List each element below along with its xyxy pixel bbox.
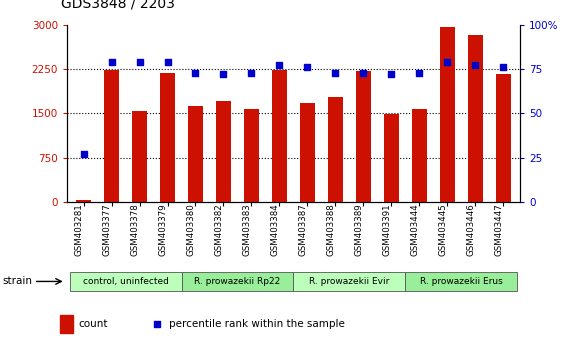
Bar [356, 72, 371, 202]
Text: GSM403447: GSM403447 [494, 204, 503, 256]
Text: R. prowazekii Erus: R. prowazekii Erus [420, 277, 503, 286]
Point [443, 59, 452, 65]
Point [191, 70, 200, 75]
Text: strain: strain [3, 276, 33, 286]
Text: GSM403445: GSM403445 [438, 204, 447, 256]
Bar [76, 200, 91, 202]
Bar [216, 101, 231, 202]
Bar [244, 109, 259, 202]
Text: GSM403378: GSM403378 [131, 204, 139, 256]
Point [498, 64, 508, 70]
Text: GSM403446: GSM403446 [466, 204, 475, 256]
Point [163, 59, 172, 65]
Bar [160, 73, 175, 202]
Text: R. prowazekii Evir: R. prowazekii Evir [309, 277, 389, 286]
Text: percentile rank within the sample: percentile rank within the sample [169, 319, 345, 329]
Text: GSM403444: GSM403444 [410, 204, 419, 256]
Point [358, 70, 368, 75]
Text: GSM403382: GSM403382 [214, 204, 224, 256]
Bar [272, 70, 287, 202]
Text: GSM403388: GSM403388 [327, 204, 335, 256]
Text: GSM403377: GSM403377 [103, 204, 112, 256]
Bar [60, 315, 73, 333]
Bar [300, 103, 315, 202]
Text: count: count [78, 319, 108, 329]
Text: GSM403380: GSM403380 [187, 204, 195, 256]
Point [471, 63, 480, 68]
FancyBboxPatch shape [293, 272, 406, 291]
Text: GSM403281: GSM403281 [74, 204, 84, 256]
Bar [104, 70, 119, 202]
Point [219, 72, 228, 77]
Text: GSM403383: GSM403383 [242, 204, 252, 256]
Point [107, 59, 116, 65]
Text: GSM403389: GSM403389 [354, 204, 363, 256]
Point [79, 151, 88, 157]
Bar [328, 97, 343, 202]
Text: GDS3848 / 2203: GDS3848 / 2203 [61, 0, 175, 11]
Text: R. prowazekii Rp22: R. prowazekii Rp22 [194, 277, 281, 286]
Bar [440, 27, 455, 202]
Bar [496, 74, 511, 202]
Text: control, uninfected: control, uninfected [83, 277, 168, 286]
Point [247, 70, 256, 75]
Bar [468, 35, 483, 202]
Bar [411, 109, 427, 202]
Point [415, 70, 424, 75]
Text: GSM403384: GSM403384 [270, 204, 279, 256]
Text: GSM403379: GSM403379 [159, 204, 167, 256]
Point [303, 64, 312, 70]
Point [275, 63, 284, 68]
Bar [188, 105, 203, 202]
Point [135, 59, 144, 65]
Text: GSM403391: GSM403391 [382, 204, 392, 256]
Text: GSM403387: GSM403387 [299, 204, 307, 256]
Point [331, 70, 340, 75]
FancyBboxPatch shape [70, 272, 181, 291]
Point [387, 72, 396, 77]
Bar [383, 114, 399, 202]
FancyBboxPatch shape [406, 272, 517, 291]
FancyBboxPatch shape [181, 272, 293, 291]
Bar [132, 111, 147, 202]
Point [153, 321, 162, 327]
